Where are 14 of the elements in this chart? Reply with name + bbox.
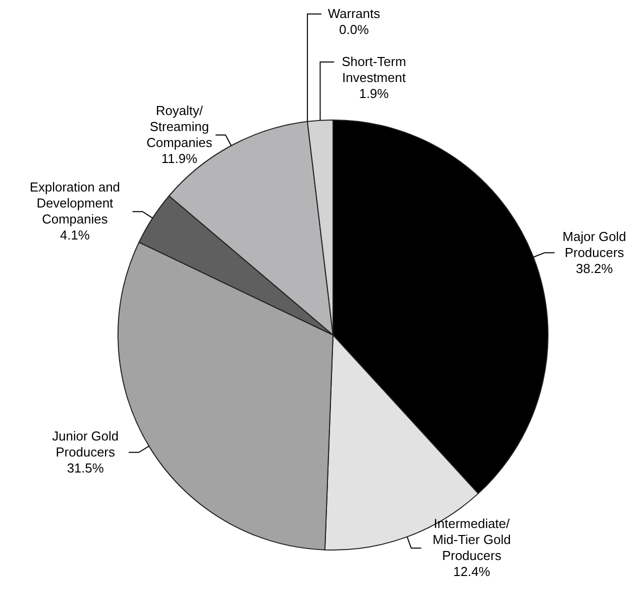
slice-label: Intermediate/Mid-Tier Gold Producers: [432, 516, 511, 564]
slice-label: Major Gold Producers: [562, 228, 626, 260]
slice-label: Short-Term Investment: [342, 54, 406, 85]
data-label: 31.5%: [66, 460, 104, 476]
category-label: Warrants: [328, 6, 380, 21]
text: 0.0%: [339, 22, 369, 37]
data-label: 4.1%: [60, 228, 90, 243]
data-label: 1.9%: [359, 86, 390, 101]
data-label: 12.4%: [453, 564, 491, 580]
slice-label: Junior Gold Producers: [52, 428, 119, 460]
data-label: 11.9%: [161, 151, 198, 166]
slice-label: Royalty/Streaming Companies: [146, 103, 213, 150]
slice-label: Exploration and Development Companies: [30, 180, 120, 227]
data-label: 38.2%: [576, 260, 614, 276]
